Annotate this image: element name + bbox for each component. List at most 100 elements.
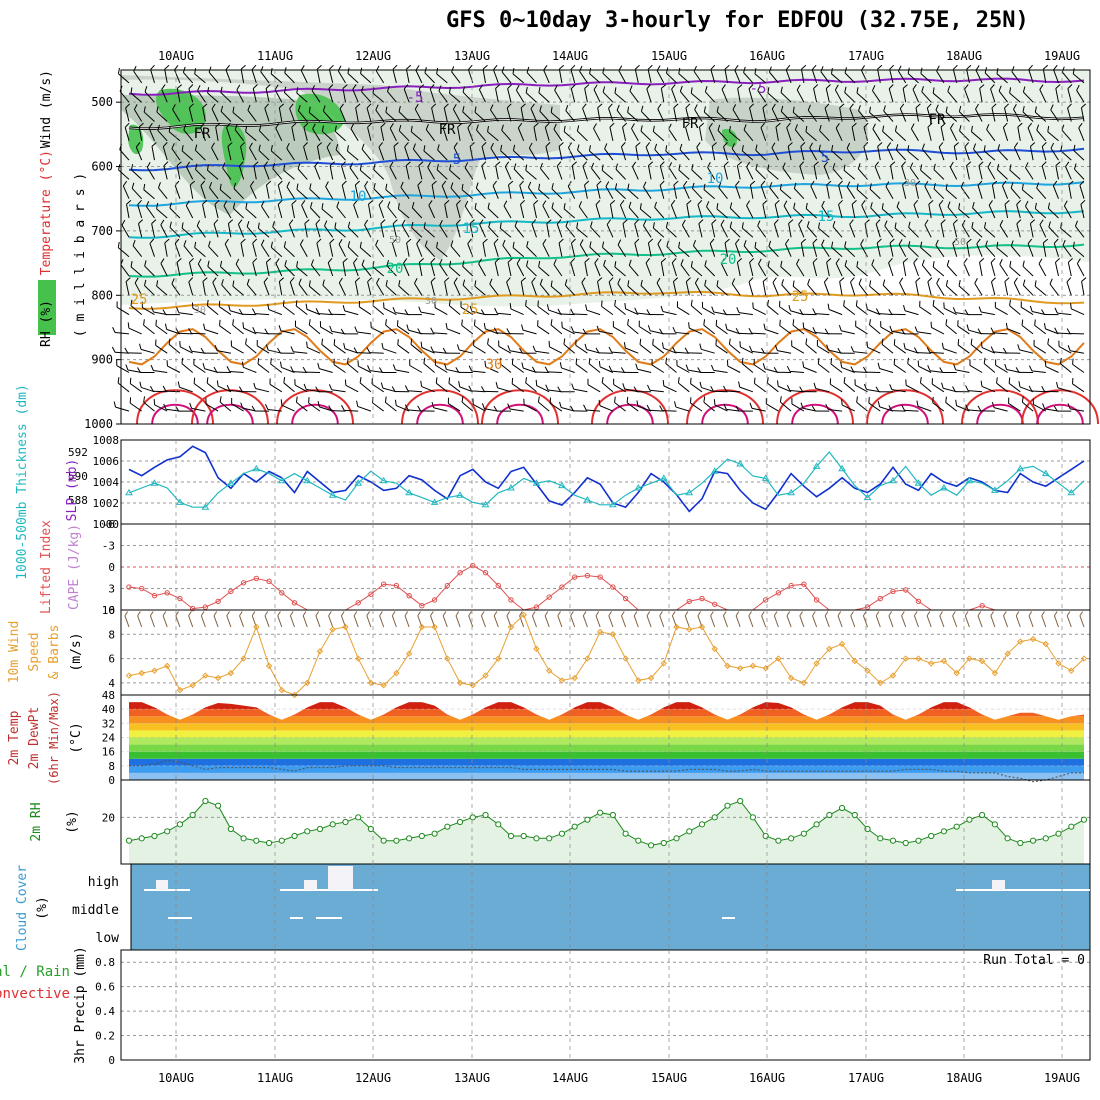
temp-y-tick-label: 48 bbox=[102, 689, 115, 702]
wind-barb bbox=[765, 398, 779, 412]
wind-barb-shaft bbox=[870, 207, 881, 219]
wind-barb-flag bbox=[578, 201, 583, 207]
wind-barb-shaft bbox=[791, 403, 805, 412]
wind-barb-flag bbox=[825, 84, 831, 89]
wind-barb-flag bbox=[347, 241, 351, 247]
wind-barb-shaft bbox=[179, 386, 193, 393]
wind-barb-flag bbox=[767, 299, 769, 306]
wind-barb-shaft bbox=[347, 227, 359, 238]
wind-barb bbox=[384, 396, 397, 412]
wind-barb-flag bbox=[614, 261, 617, 268]
wind-barb bbox=[200, 180, 206, 199]
wind-barb bbox=[716, 280, 728, 296]
wind-barb-shaft bbox=[334, 130, 346, 142]
wind-barb bbox=[526, 260, 537, 277]
wind-barb-flag bbox=[226, 366, 231, 372]
wind-barb-flag bbox=[428, 200, 433, 206]
wind-barb-flag bbox=[232, 106, 235, 113]
wind-barb-flag bbox=[295, 396, 298, 403]
wind-barb bbox=[202, 277, 208, 296]
wind-barb-flag bbox=[329, 64, 334, 70]
wind-barb-flag bbox=[570, 405, 574, 412]
surface-wind-barb-shaft bbox=[315, 615, 321, 628]
wind-barb-flag bbox=[620, 367, 625, 373]
precip-y-tick-label: 0.6 bbox=[95, 981, 115, 994]
wind-barb bbox=[628, 259, 639, 277]
wind-barb-shaft bbox=[662, 310, 677, 316]
surface-wind-barb-shaft bbox=[862, 615, 868, 628]
wind-barb-flag bbox=[634, 219, 640, 225]
wind-barb-shaft bbox=[485, 328, 499, 335]
wind-barb-shaft bbox=[653, 227, 665, 238]
wind-barb-shaft bbox=[141, 386, 155, 393]
rh-grey-shading bbox=[121, 75, 560, 260]
wind-barb-shaft bbox=[888, 262, 894, 277]
rh-marker bbox=[991, 821, 998, 828]
wind-barb-shaft bbox=[376, 283, 385, 296]
wind-barb-flag bbox=[130, 164, 134, 170]
contour-label: FR bbox=[194, 126, 211, 142]
wind-barb-shaft bbox=[634, 243, 639, 257]
surface-wind-barb-flag bbox=[340, 611, 345, 616]
wind-barb bbox=[354, 326, 371, 335]
wind-barb-flag bbox=[504, 161, 510, 167]
wind-barb bbox=[639, 338, 652, 354]
wind-barb-shaft bbox=[780, 92, 792, 103]
wind-barb-flag bbox=[818, 222, 820, 229]
wind-barb-shaft bbox=[869, 188, 881, 200]
wind-barb-flag bbox=[616, 104, 620, 111]
wind-barb-flag bbox=[347, 67, 350, 74]
wind-barb-shaft bbox=[149, 243, 155, 257]
wind-barb bbox=[283, 86, 295, 103]
wind-barb-shaft bbox=[321, 344, 334, 354]
wind-barb-flag bbox=[783, 200, 788, 207]
wind-barb bbox=[870, 202, 881, 219]
wind-barb-shaft bbox=[605, 186, 614, 199]
wind-barb bbox=[584, 343, 601, 354]
wind-barb-flag bbox=[439, 258, 443, 265]
wind-barb-flag bbox=[507, 84, 513, 89]
surface-wind-barb-flag bbox=[926, 611, 931, 616]
wind-barb-shaft bbox=[253, 165, 257, 180]
wind-barb-shaft bbox=[545, 146, 550, 161]
wind-barb-flag bbox=[322, 105, 326, 112]
wind-barb bbox=[245, 125, 257, 142]
wind-barb-flag bbox=[127, 322, 130, 329]
wind-barb bbox=[117, 67, 130, 84]
wind-barb bbox=[304, 219, 310, 238]
wind-barb bbox=[252, 84, 258, 103]
wind-barb-shaft bbox=[421, 347, 435, 354]
wind-barb-flag bbox=[570, 64, 576, 70]
wind-barb-shaft bbox=[780, 266, 792, 277]
wind-barb-flag bbox=[856, 87, 859, 94]
surface-wind-barb-shaft bbox=[1041, 615, 1047, 628]
upper-air-ylabel: ( m i l l i b a r s ) bbox=[73, 173, 88, 337]
wind-barb-flag bbox=[773, 366, 778, 373]
wind-barb-flag bbox=[474, 280, 477, 287]
wind-barb-flag bbox=[380, 219, 386, 224]
wind-barb bbox=[550, 106, 563, 122]
wind-barb-flag bbox=[222, 162, 226, 169]
surface-wind-barb-shaft bbox=[621, 615, 627, 628]
wind-barb bbox=[785, 238, 792, 257]
wind-barb-flag bbox=[427, 161, 432, 168]
wind-barb bbox=[506, 277, 512, 296]
wind-barb-flag bbox=[673, 277, 679, 282]
wind-barb-shaft bbox=[499, 227, 512, 238]
wind-barb bbox=[346, 357, 359, 373]
wind-barb-flag bbox=[398, 105, 401, 112]
wind-barb-flag bbox=[539, 278, 543, 285]
wind-barb-shaft bbox=[488, 226, 499, 238]
wind-barb bbox=[614, 261, 626, 277]
wind-barb bbox=[749, 402, 766, 412]
wind-barb bbox=[280, 399, 295, 412]
wind-barb bbox=[207, 87, 219, 103]
wind-barb bbox=[246, 278, 257, 296]
wind-barb-flag bbox=[720, 258, 725, 264]
wind-barb-flag bbox=[711, 306, 715, 313]
wind-barb-flag bbox=[253, 382, 256, 389]
wind-barb-shaft bbox=[315, 223, 321, 238]
wind-barb bbox=[162, 385, 180, 393]
wind-barb-flag bbox=[559, 401, 562, 408]
wind-barb-shaft bbox=[181, 363, 194, 373]
